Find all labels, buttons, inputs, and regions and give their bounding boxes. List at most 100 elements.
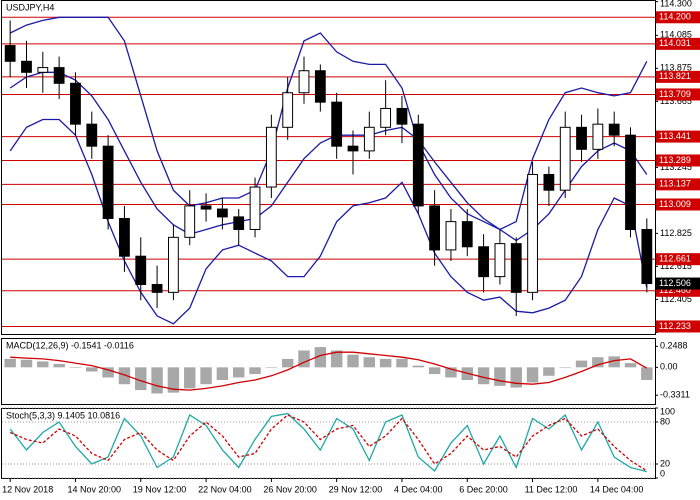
candle-body <box>380 107 392 128</box>
last-price-box <box>656 277 700 290</box>
candle-body <box>168 236 179 293</box>
macd-bar <box>526 367 539 383</box>
macd-bar <box>477 367 490 385</box>
level-label: 113.821 <box>659 71 691 81</box>
candle-body <box>478 246 489 278</box>
candle-body <box>608 123 620 136</box>
candle-body <box>265 126 277 188</box>
candle-body <box>249 186 261 230</box>
x-tick-label: 14 Nov 20:00 <box>67 484 121 494</box>
macd-panel <box>1 338 656 405</box>
stoch-line <box>9 414 648 472</box>
macd-signal <box>10 351 648 391</box>
y-tick-label: 114.085 <box>660 30 692 40</box>
x-tick-label: 6 Dec 20:00 <box>459 484 508 494</box>
candle-body <box>53 67 65 84</box>
y-tick-label: -0.3311 <box>660 390 690 400</box>
candle-body <box>396 107 408 125</box>
macd-bar <box>641 367 653 380</box>
candle-body <box>510 243 522 293</box>
candle-body <box>494 243 506 278</box>
macd-bar <box>200 367 212 385</box>
panel-title: USDJPY,H4 <box>6 2 54 12</box>
level-label: 112.233 <box>659 321 691 331</box>
y-tick-label: 112.825 <box>660 228 692 238</box>
candle-body <box>641 228 653 285</box>
panel-title: MACD(12,26,9) -0.1541 -0.0116 <box>6 340 134 350</box>
candle-body <box>576 126 587 150</box>
macd-bar <box>281 358 294 368</box>
candle-body <box>233 216 245 230</box>
macd-bar <box>592 357 604 368</box>
candle-body <box>135 255 147 285</box>
macd-bar <box>249 367 261 375</box>
level-label: 113.709 <box>659 89 691 99</box>
level-label-box <box>656 11 700 24</box>
level-label-box <box>656 130 700 143</box>
macd-bar <box>510 367 522 388</box>
level-label: 113.009 <box>659 199 691 209</box>
macd-bar <box>184 367 196 389</box>
level-label-box <box>656 37 700 50</box>
candle-body <box>21 60 32 73</box>
level-label: 113.441 <box>659 131 691 141</box>
candle-body <box>102 145 114 219</box>
y-tick-label: 0.00 <box>660 362 678 372</box>
macd-bar <box>347 354 359 368</box>
candle-body <box>184 205 196 238</box>
candle-body <box>461 221 473 248</box>
candle-body <box>200 205 212 210</box>
macd-bar <box>102 367 114 378</box>
x-tick-label: 11 Dec 12:00 <box>525 484 578 494</box>
y-tick-label: 0.2488 <box>660 341 688 351</box>
level-label-box <box>656 253 700 266</box>
macd-bar <box>412 365 425 368</box>
macd-bar <box>167 367 180 393</box>
candle-body <box>37 67 49 73</box>
macd-bar <box>608 356 620 368</box>
x-tick-label: 19 Nov 12:00 <box>133 484 187 494</box>
lower-band <box>9 118 648 325</box>
last-price-label: 112.506 <box>659 278 691 288</box>
y-tick-label: 100 <box>660 406 675 416</box>
candle-body <box>559 126 571 191</box>
candle-body <box>331 101 343 147</box>
macd-bar <box>20 359 33 368</box>
level-label: 113.137 <box>659 179 691 189</box>
x-tick-label: 26 Nov 20:00 <box>263 484 317 494</box>
level-label-box <box>656 320 700 333</box>
level-label: 113.289 <box>659 155 691 165</box>
level-label-box <box>656 70 700 83</box>
upper-band <box>9 16 648 231</box>
candle-body <box>625 134 636 230</box>
macd-bar <box>216 367 229 380</box>
macd-bar <box>445 367 457 378</box>
macd-bar <box>559 367 571 368</box>
macd-bar <box>135 367 147 391</box>
candle-body <box>527 173 538 293</box>
macd-bar <box>330 350 343 368</box>
macd-bar <box>575 360 588 368</box>
candle-body <box>70 82 81 125</box>
macd-bar <box>624 363 637 368</box>
level-label-box <box>656 198 700 211</box>
macd-bar <box>396 358 408 368</box>
candle-body <box>363 126 375 152</box>
macd-bar <box>543 367 555 376</box>
x-tick-label: 22 Nov 04:00 <box>198 484 252 494</box>
y-tick-label: 113.245 <box>660 162 692 172</box>
candle-body <box>216 208 228 218</box>
candle-body <box>592 123 604 150</box>
y-tick-label: 80 <box>660 416 670 426</box>
macd-bar <box>4 358 16 368</box>
macd-bar <box>363 357 376 368</box>
panel-title: Stoch(5,3,3) 9.1405 10.0816 <box>6 410 120 420</box>
candle-body <box>151 283 163 293</box>
candle-body <box>543 173 555 191</box>
candle-body <box>119 217 130 257</box>
macd-bar <box>428 367 441 375</box>
y-tick-label: 112.405 <box>660 294 692 304</box>
macd-bar <box>379 358 392 368</box>
x-tick-label: 4 Dec 04:00 <box>394 484 443 494</box>
